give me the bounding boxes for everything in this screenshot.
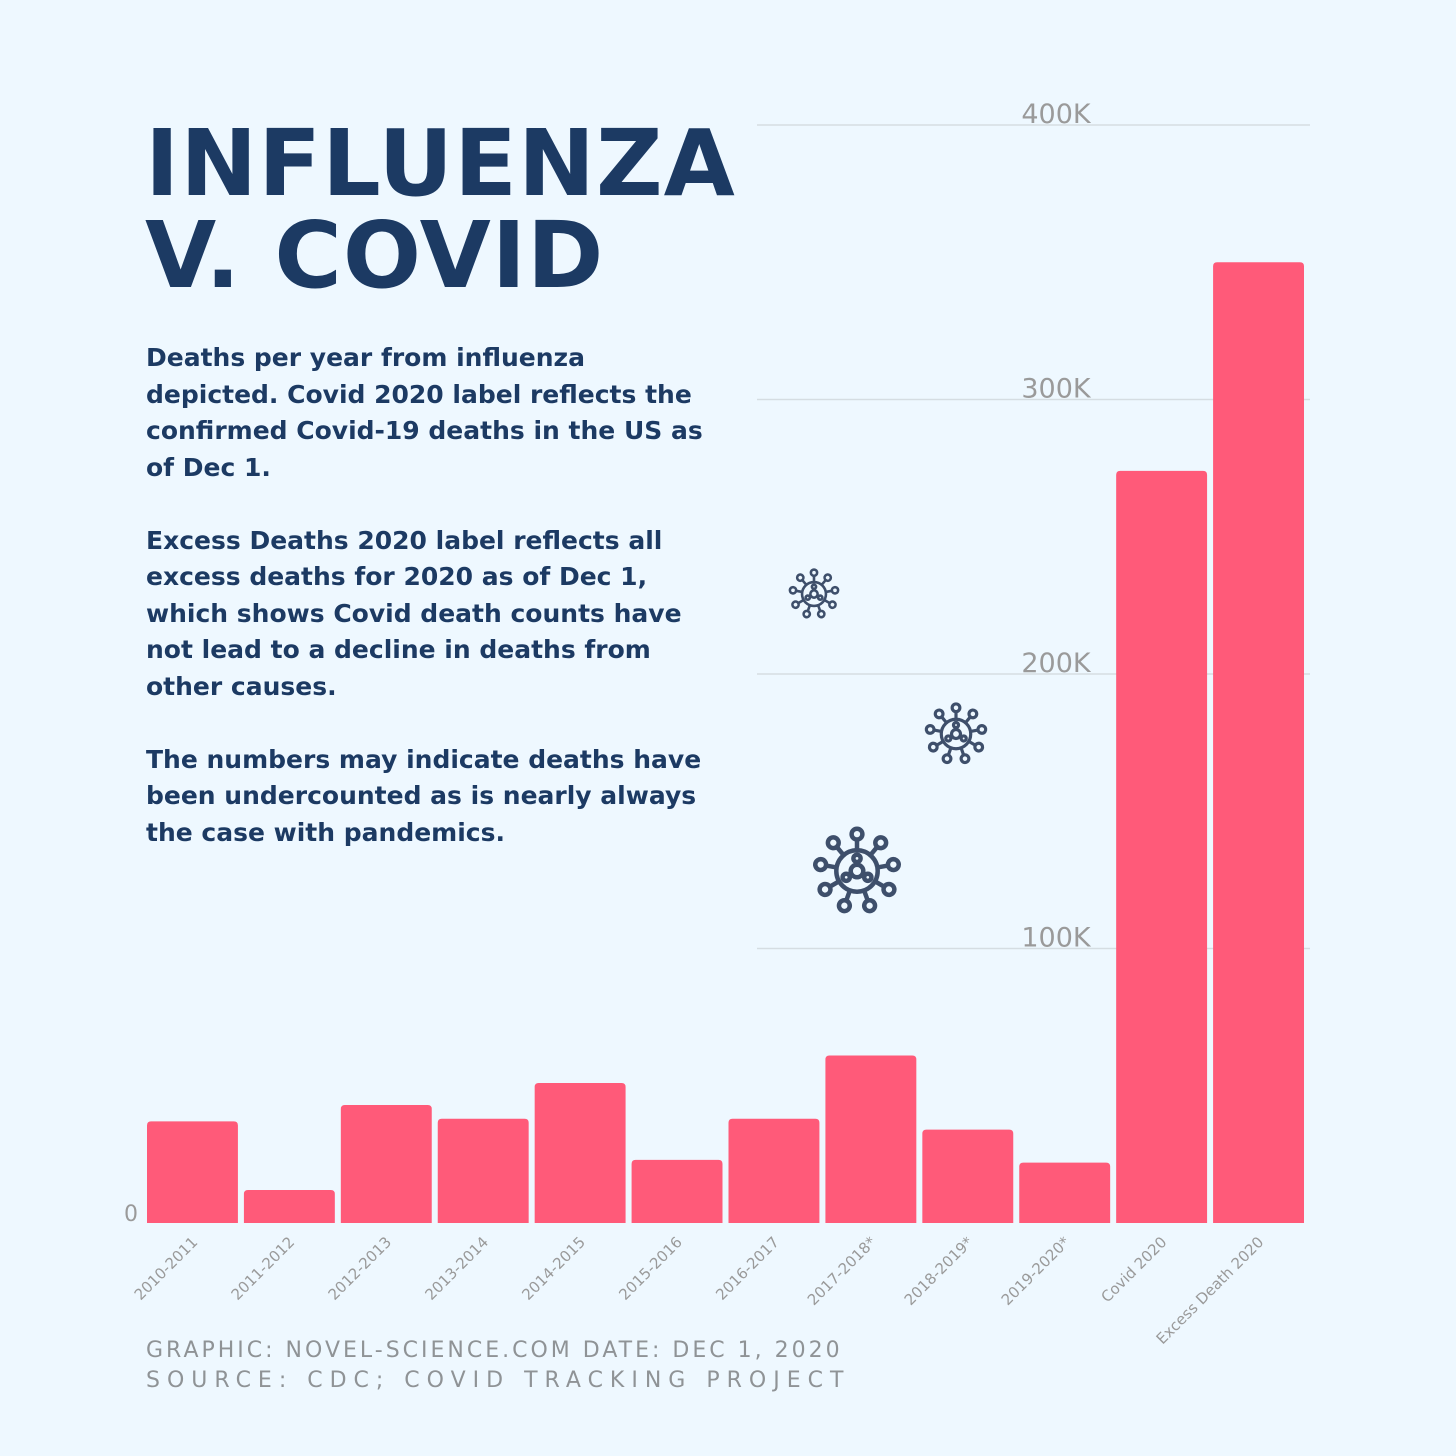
x-tick-label: 2015-2016 <box>615 1233 686 1304</box>
description-paragraph-2: Excess Deaths 2020 label reflects all ex… <box>146 525 682 701</box>
x-tick-label: 2011-2012 <box>228 1233 299 1304</box>
footer-credit: GRAPHIC: NOVEL-SCIENCE.COM DATE: DEC 1, … <box>146 1338 843 1363</box>
x-tick-label: 2017-2018* <box>804 1233 880 1309</box>
x-tick-label: 2018-2019* <box>901 1233 977 1309</box>
x-tick-label: Covid 2020 <box>1097 1233 1170 1306</box>
x-tick-label: 2010-2011 <box>131 1233 202 1304</box>
bar <box>243 1190 335 1223</box>
bar <box>1116 470 1208 1223</box>
bar <box>631 1159 723 1223</box>
bar <box>922 1129 1014 1223</box>
description-paragraph-3: The numbers may indicate deaths have bee… <box>146 744 702 847</box>
bar <box>147 1121 238 1223</box>
x-tick-label: 2013-2014 <box>421 1233 492 1304</box>
bar-layer <box>147 262 1304 1223</box>
y-tick-label: 0 <box>124 1202 138 1227</box>
x-tick-label: 2012-2013 <box>325 1233 396 1304</box>
tick-layer: 0 100K 200K 300K 400K <box>124 99 1092 1227</box>
x-label-layer: 2010-2011 2011-2012 2012-2013 2013-2014 2014… <box>131 1233 1268 1348</box>
bar <box>1019 1162 1111 1223</box>
virus-icon <box>788 568 840 620</box>
x-tick-label: 2019-2020* <box>998 1233 1074 1309</box>
x-tick-label: Excess Death 2020 <box>1153 1233 1268 1348</box>
description-paragraph-1: Deaths per year from influenza depicted.… <box>146 343 703 482</box>
bar <box>437 1118 529 1223</box>
bar <box>728 1118 820 1223</box>
bar <box>825 1055 917 1223</box>
x-tick-label: 2014-2015 <box>518 1233 589 1304</box>
bar <box>1213 262 1304 1223</box>
y-tick-label: 100K <box>1021 923 1092 954</box>
footer: GRAPHIC: NOVEL-SCIENCE.COM DATE: DEC 1, … <box>146 1336 850 1396</box>
chart-title: INFLUENZA V. COVID <box>145 118 745 302</box>
footer-source: SOURCE: CDC; COVID TRACKING PROJECT <box>146 1368 851 1393</box>
bar <box>340 1104 432 1223</box>
virus-icon <box>812 826 902 916</box>
y-tick-label: 300K <box>1021 374 1092 405</box>
x-tick-label: 2016-2017 <box>712 1233 783 1304</box>
description: Deaths per year from influenza depicted.… <box>146 340 706 888</box>
virus-icon <box>924 702 988 766</box>
bar <box>534 1083 626 1223</box>
title-line-1: INFLUENZA <box>145 110 736 217</box>
y-tick-label: 200K <box>1021 648 1092 679</box>
y-tick-label: 400K <box>1021 99 1092 130</box>
title-line-2: V. COVID <box>145 202 605 309</box>
